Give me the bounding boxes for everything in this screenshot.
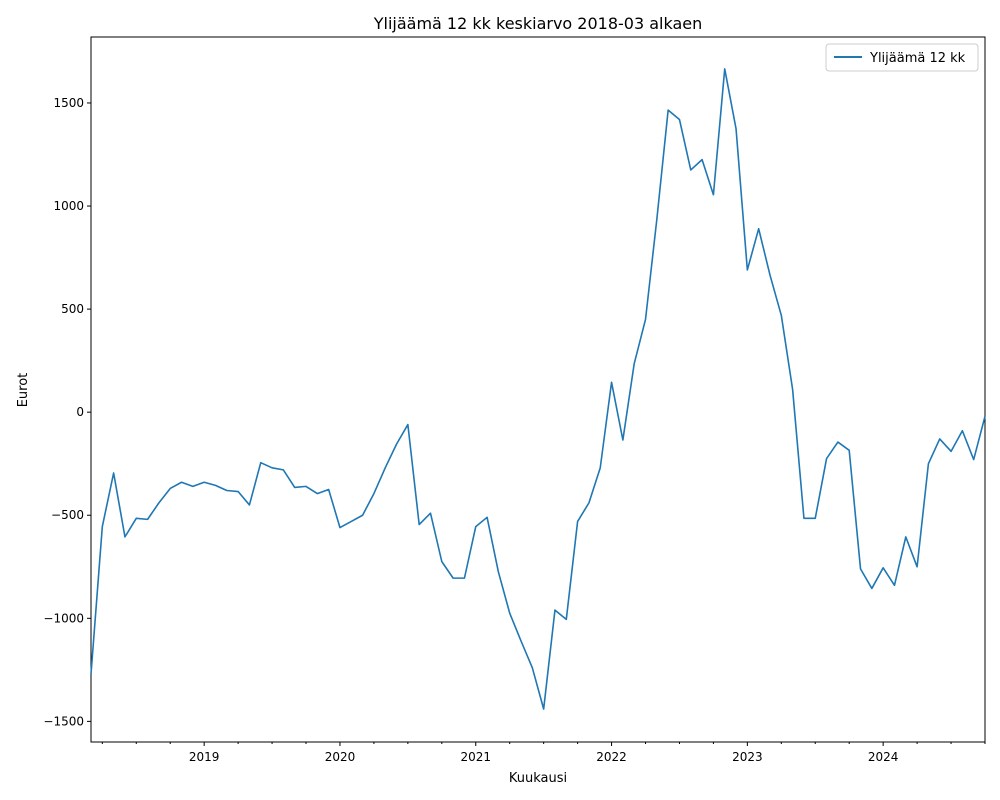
x-tick-label: 2019 [189, 750, 220, 764]
x-tick-label: 2023 [732, 750, 763, 764]
y-tick-label: 0 [76, 405, 84, 419]
x-tick-label: 2020 [325, 750, 356, 764]
plot-area [90, 36, 986, 743]
legend: Ylijäämä 12 kk [825, 43, 979, 72]
x-axis: 2019 2020 2021 2022 2023 2024 [101, 742, 986, 764]
y-axis: −1500 −1000 −500 0 500 1000 1500 [43, 96, 91, 728]
y-tick-label: 1000 [53, 199, 84, 213]
y-tick-label: 500 [61, 302, 84, 316]
legend-label: Ylijäämä 12 kk [869, 51, 966, 66]
chart-title: Ylijäämä 12 kk keskiarvo 2018-03 alkaen [373, 14, 703, 33]
x-tick-label: 2022 [596, 750, 627, 764]
y-tick-label: 1500 [53, 96, 84, 110]
x-tick-label: 2024 [868, 750, 899, 764]
y-tick-label: −500 [51, 508, 84, 522]
y-tick-label: −1000 [43, 611, 84, 625]
series-layer [90, 68, 986, 710]
x-axis-label: Kuukausi [509, 771, 567, 786]
series-line [90, 68, 986, 710]
y-tick-label: −1500 [43, 714, 84, 728]
y-axis-label: Eurot [16, 373, 31, 408]
x-tick-label: 2021 [460, 750, 491, 764]
legend-box [825, 43, 979, 72]
